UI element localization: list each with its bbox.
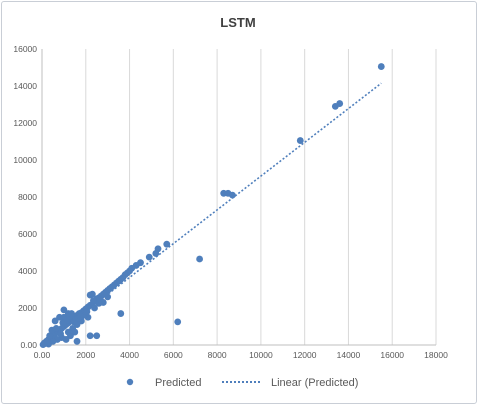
data-point bbox=[51, 317, 59, 325]
y-tick-label: 6000 bbox=[18, 229, 37, 239]
y-tick-label: 2000 bbox=[18, 303, 37, 313]
points-layer bbox=[39, 63, 385, 349]
y-tick-label: 10000 bbox=[13, 155, 37, 165]
data-point bbox=[331, 102, 339, 110]
y-tick-label: 8000 bbox=[18, 192, 37, 202]
x-tick-label: 10000 bbox=[249, 350, 273, 360]
data-point bbox=[104, 293, 112, 301]
data-point bbox=[88, 290, 96, 298]
data-point bbox=[93, 332, 101, 340]
y-tick-label: 14000 bbox=[13, 81, 37, 91]
x-tick-label: 16000 bbox=[380, 350, 404, 360]
x-tick-label: 0.00 bbox=[34, 350, 51, 360]
data-point bbox=[86, 332, 94, 340]
data-point bbox=[73, 337, 81, 345]
x-tick-label: 12000 bbox=[293, 350, 317, 360]
data-point bbox=[68, 310, 75, 317]
data-point bbox=[196, 255, 204, 263]
x-tick-label: 14000 bbox=[337, 350, 361, 360]
data-point bbox=[62, 336, 70, 343]
data-point bbox=[163, 240, 171, 248]
x-tick-label: 18000 bbox=[424, 350, 448, 360]
tick-labels: 0.00 2000 4000 6000 8000 10000 12000 14000 16000… bbox=[13, 44, 448, 360]
trendline-layer bbox=[41, 82, 382, 346]
legend: Predicted Linear (Predicted) bbox=[126, 377, 358, 389]
data-point bbox=[57, 330, 65, 338]
data-point bbox=[377, 63, 385, 70]
y-tick-label: 4000 bbox=[18, 266, 37, 276]
x-tick-label: 8000 bbox=[208, 350, 227, 360]
axis-layer bbox=[41, 49, 436, 346]
grid-layer bbox=[85, 49, 437, 345]
x-tick-label: 4000 bbox=[120, 350, 139, 360]
data-point bbox=[145, 253, 153, 261]
data-point bbox=[152, 250, 160, 257]
data-point bbox=[44, 338, 51, 346]
y-tick-label: 12000 bbox=[13, 118, 37, 128]
data-point bbox=[46, 332, 54, 340]
x-tick-label: 2000 bbox=[76, 350, 95, 360]
trendline bbox=[41, 82, 382, 346]
data-point bbox=[296, 137, 304, 144]
data-point bbox=[91, 304, 98, 312]
y-tick-label: 0.00 bbox=[20, 340, 37, 350]
data-point bbox=[96, 296, 104, 304]
data-point bbox=[229, 191, 236, 199]
data-point bbox=[76, 312, 84, 320]
data-point bbox=[83, 308, 91, 316]
legend-marker-predicted bbox=[126, 378, 134, 386]
data-point bbox=[71, 328, 79, 336]
legend-label-predicted: Predicted bbox=[155, 377, 201, 389]
x-tick-label: 6000 bbox=[164, 350, 183, 360]
data-point bbox=[117, 310, 125, 317]
legend-label-linear: Linear (Predicted) bbox=[271, 377, 358, 389]
y-tick-label: 16000 bbox=[13, 44, 37, 54]
data-point bbox=[90, 297, 97, 304]
chart-title: LSTM bbox=[220, 15, 255, 30]
data-point bbox=[174, 318, 182, 326]
data-point bbox=[52, 324, 60, 332]
